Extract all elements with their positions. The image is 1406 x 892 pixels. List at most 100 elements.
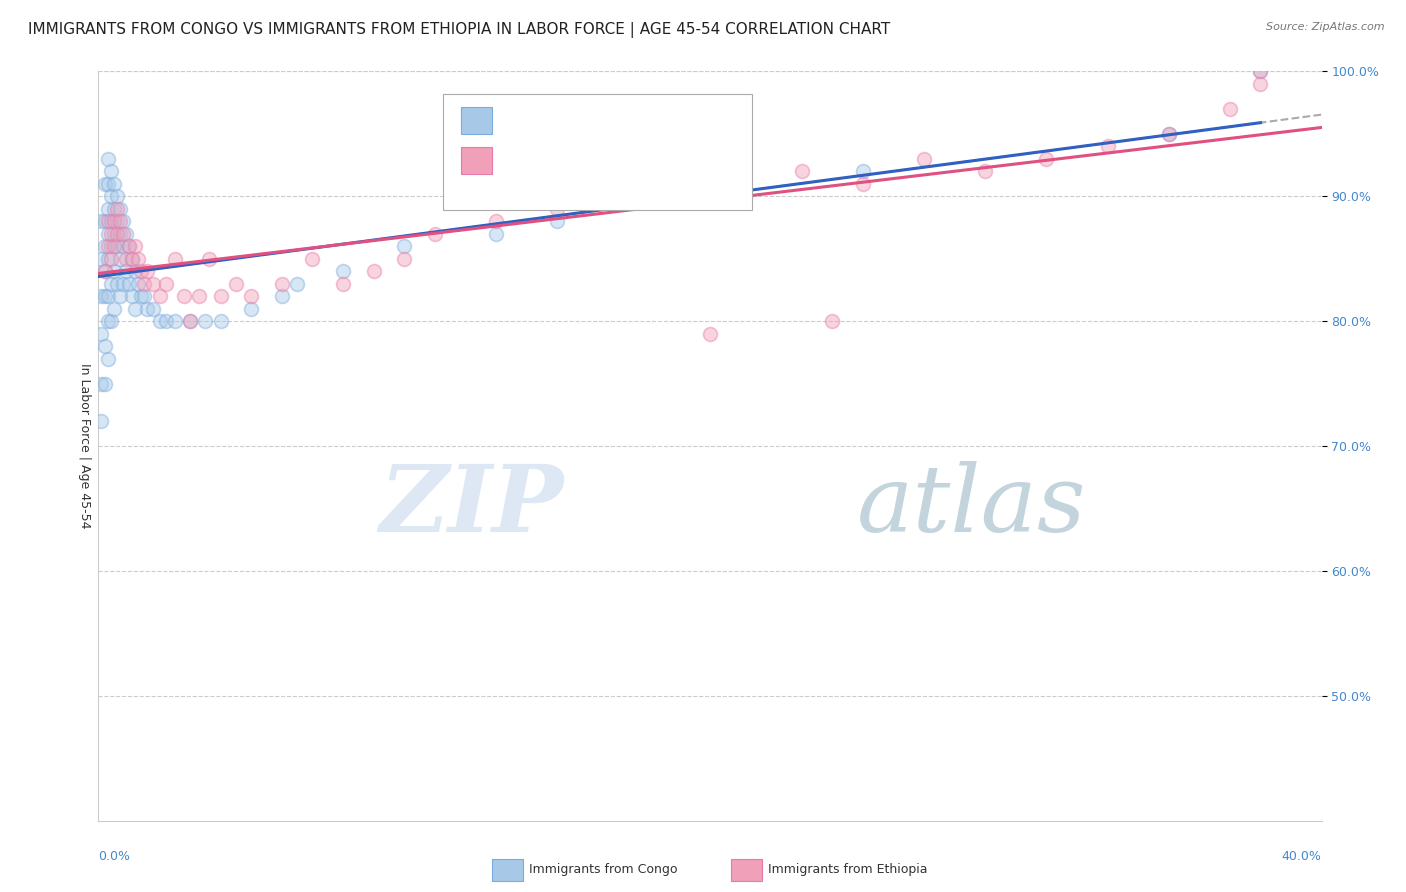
Point	[103, 264, 125, 278]
Point	[97, 152, 120, 166]
Point	[485, 214, 508, 228]
Point	[852, 164, 875, 178]
Point	[124, 239, 146, 253]
Text: R =: R =	[498, 153, 527, 168]
Text: ZIP: ZIP	[380, 461, 564, 551]
Y-axis label: In Labor Force | Age 45-54: In Labor Force | Age 45-54	[77, 363, 90, 529]
Point	[136, 264, 159, 278]
Point	[118, 239, 141, 253]
Point	[142, 277, 165, 291]
Point	[97, 214, 120, 228]
Point	[974, 164, 997, 178]
Point	[1157, 127, 1180, 141]
Point	[129, 264, 152, 278]
Point	[90, 326, 112, 341]
Point	[179, 314, 201, 328]
Point	[730, 189, 752, 203]
Point	[111, 239, 134, 253]
Point	[136, 301, 159, 316]
Point	[90, 376, 112, 391]
Point	[93, 264, 115, 278]
Point	[332, 264, 354, 278]
Text: 53: 53	[633, 153, 652, 168]
Point	[134, 277, 156, 291]
Point	[149, 289, 172, 303]
Point	[188, 289, 211, 303]
Point	[100, 189, 122, 203]
Point	[155, 314, 177, 328]
Point	[105, 239, 128, 253]
Point	[100, 164, 122, 178]
Point	[93, 376, 115, 391]
Point	[285, 277, 308, 291]
Point	[134, 289, 156, 303]
Point	[1249, 64, 1271, 78]
Point	[93, 239, 115, 253]
Point	[97, 314, 120, 328]
Text: 74: 74	[633, 113, 652, 128]
Point	[105, 189, 128, 203]
Text: R =: R =	[498, 113, 527, 128]
Text: 40.0%: 40.0%	[1282, 850, 1322, 863]
Point	[97, 202, 120, 216]
Text: Immigrants from Congo: Immigrants from Congo	[529, 863, 678, 876]
Point	[142, 301, 165, 316]
Point	[332, 277, 354, 291]
Point	[194, 314, 217, 328]
Text: Immigrants from Ethiopia: Immigrants from Ethiopia	[768, 863, 927, 876]
Point	[103, 301, 125, 316]
Point	[90, 252, 112, 266]
Point	[240, 289, 263, 303]
Point	[93, 339, 115, 353]
Point	[103, 177, 125, 191]
Point	[209, 314, 232, 328]
Point	[392, 239, 416, 253]
Point	[118, 277, 141, 291]
Point	[423, 227, 446, 241]
Point	[209, 289, 232, 303]
Point	[93, 177, 115, 191]
Point	[108, 252, 131, 266]
Point	[97, 289, 120, 303]
Point	[607, 189, 630, 203]
Text: 0.155: 0.155	[531, 113, 575, 128]
Point	[93, 264, 115, 278]
Point	[115, 264, 138, 278]
Point	[97, 351, 120, 366]
Point	[546, 214, 568, 228]
Point	[103, 227, 125, 241]
Point	[270, 289, 292, 303]
Point	[163, 252, 186, 266]
Point	[105, 227, 128, 241]
Point	[240, 301, 263, 316]
Point	[912, 152, 935, 166]
Point	[790, 164, 813, 178]
Text: N =: N =	[576, 113, 616, 128]
Point	[118, 239, 141, 253]
Point	[852, 177, 875, 191]
Point	[1219, 102, 1241, 116]
Point	[124, 301, 146, 316]
Point	[1249, 64, 1271, 78]
Point	[100, 277, 122, 291]
Point	[1097, 139, 1119, 153]
Point	[90, 414, 112, 428]
Point	[127, 252, 149, 266]
Point	[127, 277, 149, 291]
Point	[173, 289, 195, 303]
Point	[103, 239, 125, 253]
Point	[197, 252, 219, 266]
Point	[225, 277, 247, 291]
Point	[668, 177, 690, 191]
Point	[301, 252, 323, 266]
Point	[124, 264, 146, 278]
Text: IMMIGRANTS FROM CONGO VS IMMIGRANTS FROM ETHIOPIA IN LABOR FORCE | AGE 45-54 COR: IMMIGRANTS FROM CONGO VS IMMIGRANTS FROM…	[28, 22, 890, 38]
Point	[1035, 152, 1057, 166]
Point	[699, 326, 721, 341]
Text: atlas: atlas	[856, 461, 1087, 551]
Point	[90, 289, 112, 303]
Point	[93, 289, 115, 303]
Point	[97, 239, 120, 253]
Point	[129, 289, 152, 303]
Point	[108, 202, 131, 216]
